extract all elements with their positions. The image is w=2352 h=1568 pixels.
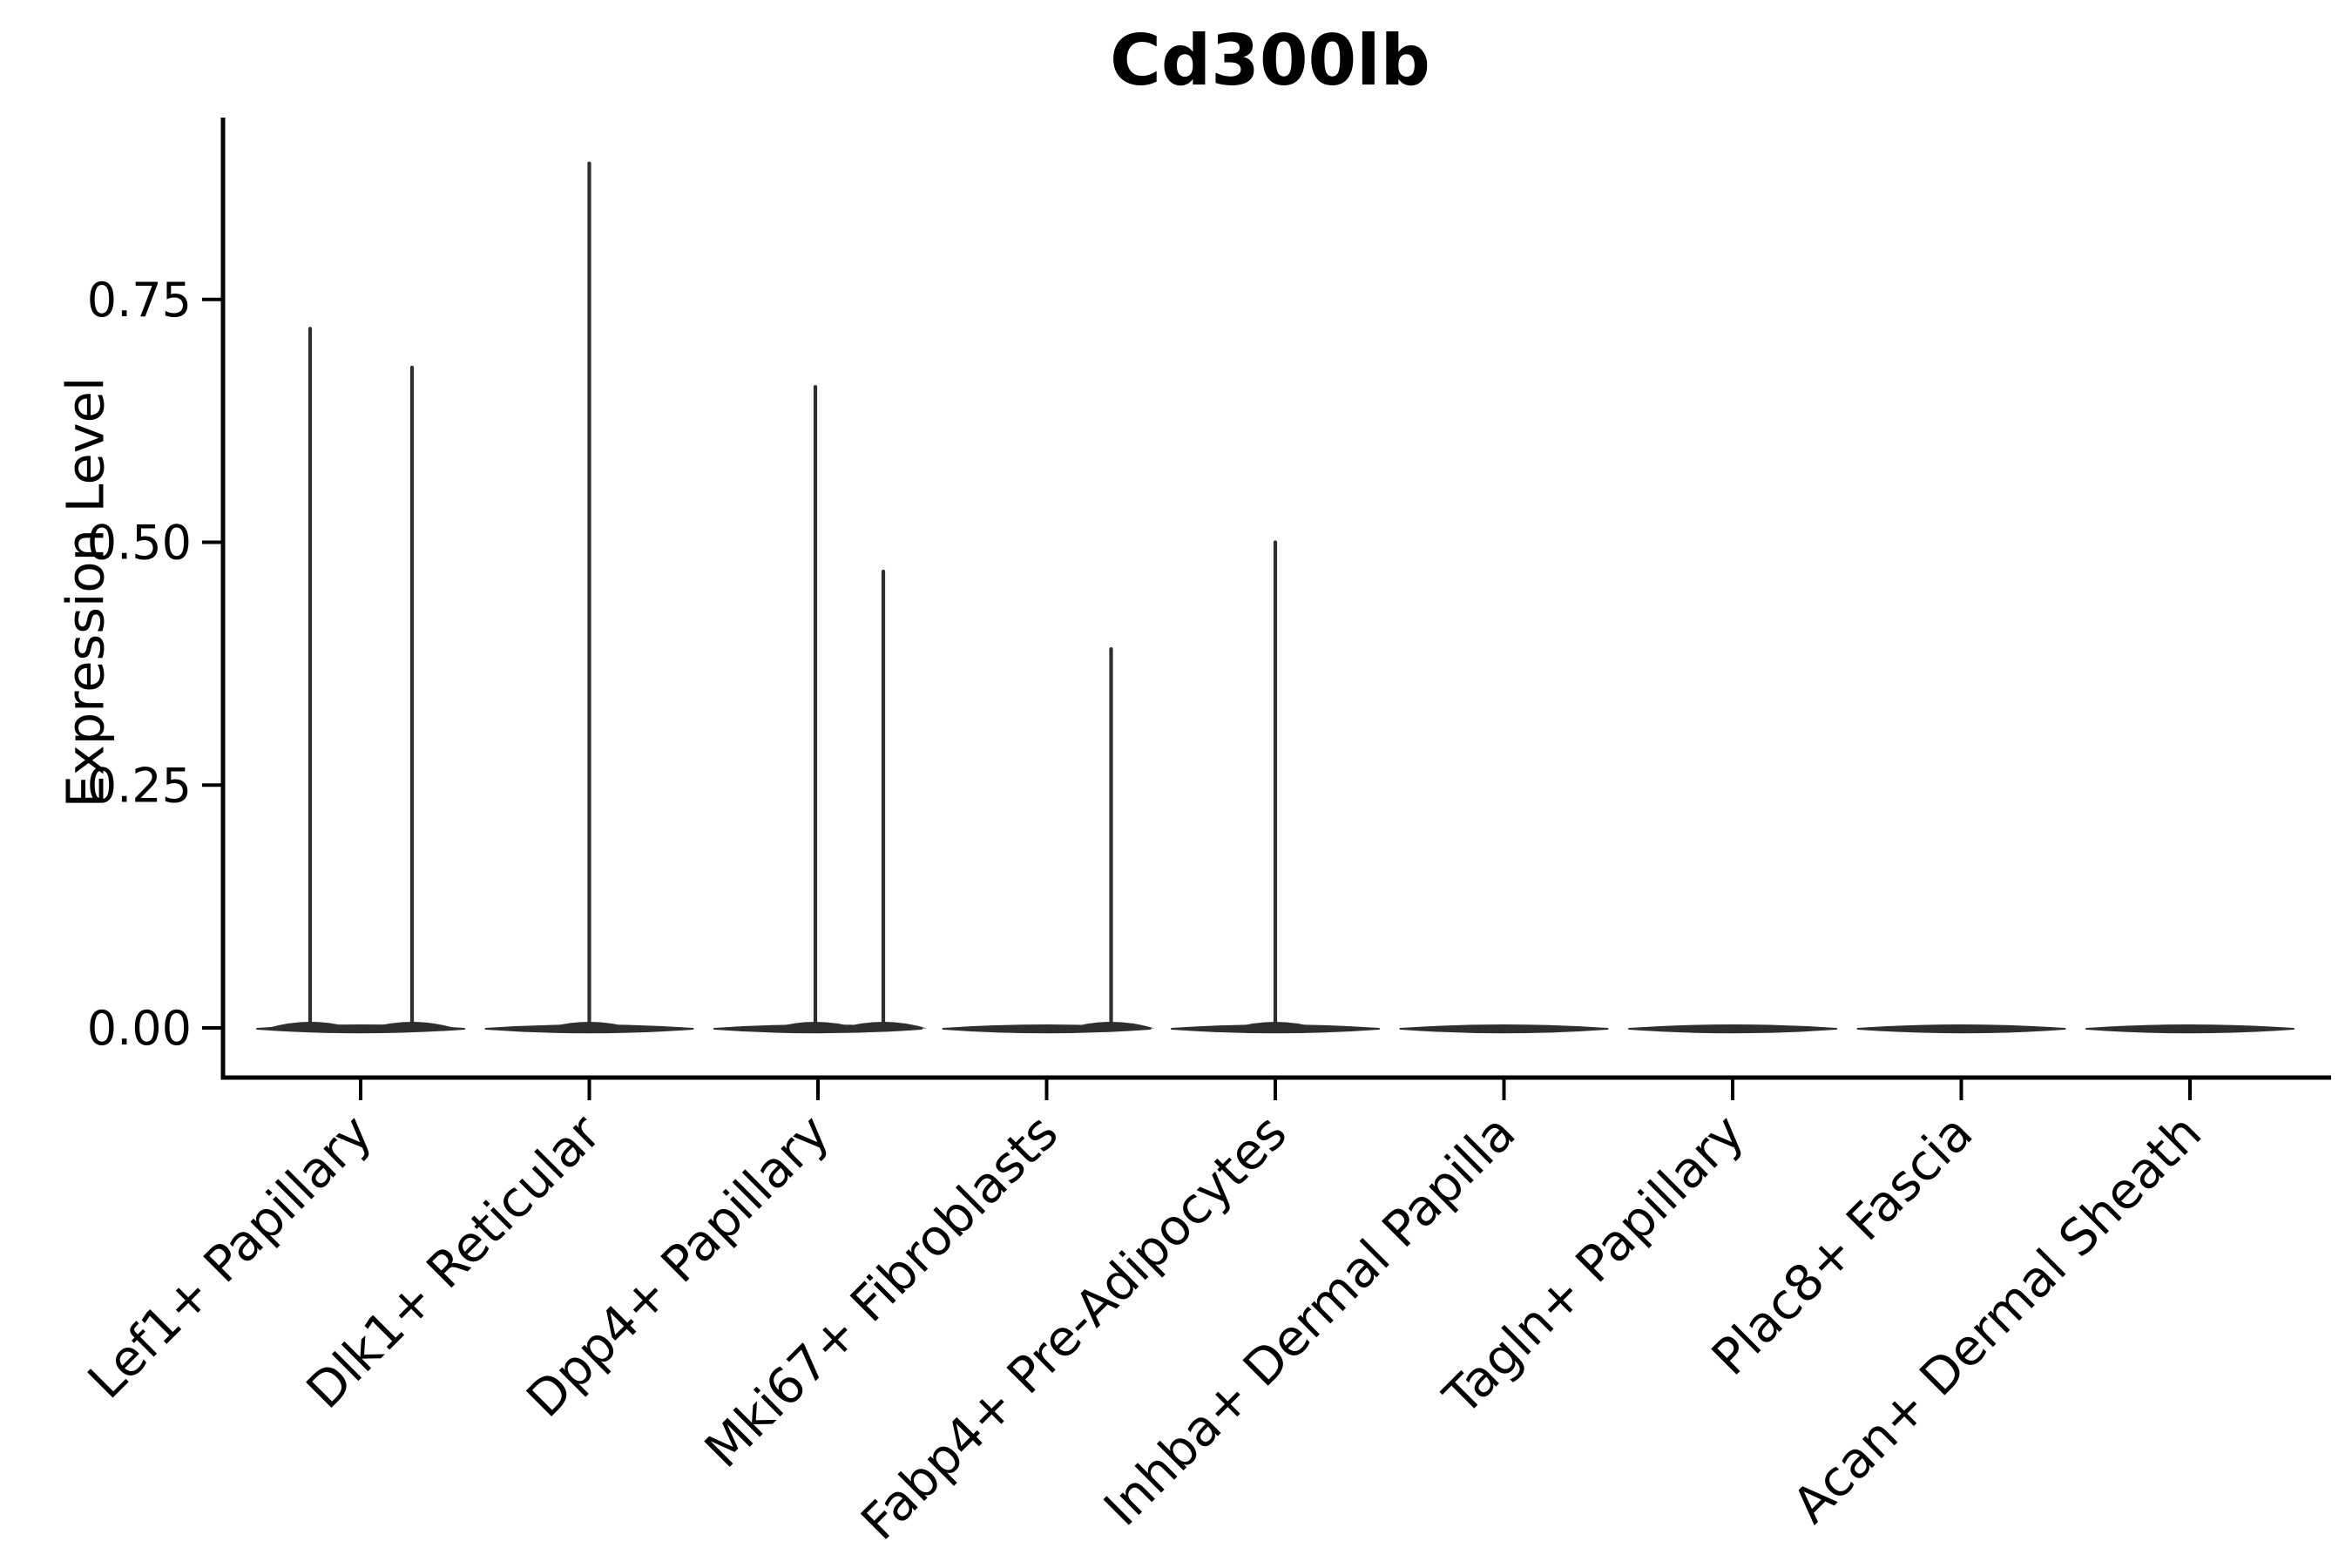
- y-tick-label: 0.75: [87, 273, 192, 328]
- y-axis-title: Expression Level: [55, 376, 116, 808]
- plot-title: Cd300lb: [1110, 20, 1430, 101]
- y-tick-label: 0.50: [87, 516, 192, 571]
- violin-tagln-papillary-body: [1628, 1024, 1837, 1034]
- x-category-label-fabp4-pre-adipocytes: Fabp4+ Pre-Adipocytes: [850, 1104, 1297, 1551]
- x-category-label-inhba-dermal-papilla: Inhba+ Dermal Papilla: [1093, 1104, 1526, 1537]
- violin-plac8-fascia-body: [1856, 1024, 2066, 1034]
- y-tick-label: 0.25: [87, 758, 192, 813]
- violin-fabp4-pre-adipocytes-body: [1171, 1024, 1380, 1034]
- violin-dlk1-reticular-body: [484, 1024, 694, 1034]
- violin-acan-dermal-sheath-body: [2085, 1024, 2295, 1034]
- violin-inhba-dermal-papilla-body: [1399, 1024, 1609, 1034]
- y-tick-label: 0.00: [87, 1001, 192, 1056]
- x-category-label-acan-dermal-sheath: Acan+ Dermal Sheath: [1782, 1104, 2213, 1534]
